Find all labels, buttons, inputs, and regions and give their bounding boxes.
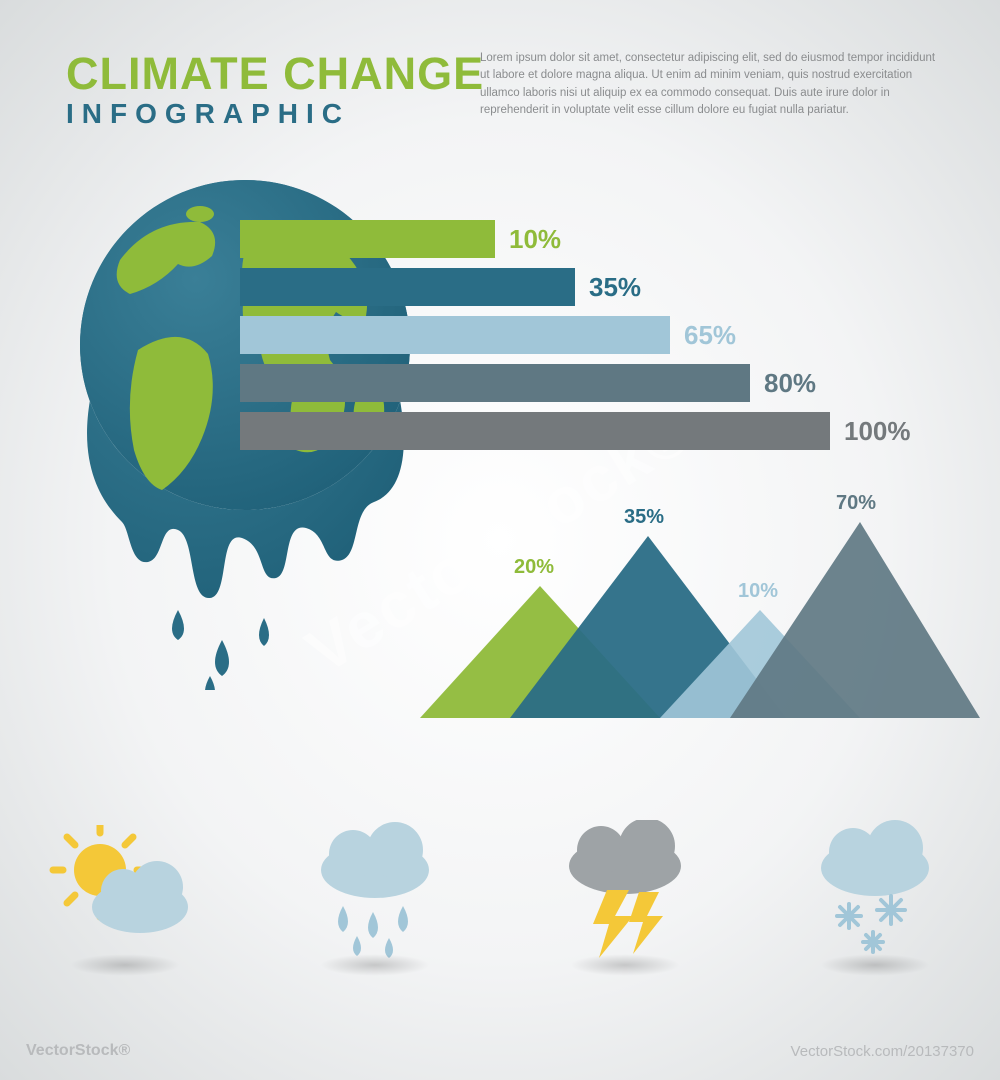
- rain-cloud-icon: [285, 810, 465, 970]
- shadow: [820, 954, 930, 976]
- bar-4: [240, 412, 830, 450]
- bar-label-1: 35%: [589, 272, 641, 303]
- bar-label-2: 65%: [684, 320, 736, 351]
- bar-row-3: 80%: [240, 364, 940, 402]
- triangle-chart: 20% 35% 10% 70%: [420, 518, 940, 738]
- bar-1: [240, 268, 575, 306]
- title-main: CLIMATE CHANGE: [66, 48, 484, 100]
- bar-row-1: 35%: [240, 268, 940, 306]
- shadow: [570, 954, 680, 976]
- bar-3: [240, 364, 750, 402]
- bar-label-3: 80%: [764, 368, 816, 399]
- snow-cloud-icon: [785, 810, 965, 970]
- shadow: [320, 954, 430, 976]
- bar-row-4: 100%: [240, 412, 940, 450]
- description-text: Lorem ipsum dolor sit amet, consectetur …: [480, 50, 940, 119]
- cloud-icon: [821, 820, 929, 896]
- triangle-label-3: 70%: [836, 492, 876, 515]
- bar-label-4: 100%: [844, 416, 911, 447]
- bar-0: [240, 220, 495, 258]
- triangle-label-0: 20%: [514, 556, 554, 579]
- storm-cloud-icon: [535, 810, 715, 970]
- cloud-icon: [321, 822, 429, 898]
- title-sub: INFOGRAPHIC: [66, 98, 484, 130]
- bar-2: [240, 316, 670, 354]
- bar-label-0: 10%: [509, 224, 561, 255]
- watermark-left: VectorStock®: [26, 1042, 130, 1060]
- raindrops-icon: [338, 906, 408, 958]
- weather-icons-row: [0, 800, 1000, 980]
- bar-chart: 10% 35% 65% 80% 100%: [240, 220, 940, 460]
- snowflakes-icon: [837, 896, 905, 952]
- triangle-label-2: 10%: [738, 580, 778, 603]
- sunny-cloud-icon: [35, 810, 215, 970]
- cloud-icon: [569, 820, 681, 894]
- header: CLIMATE CHANGE INFOGRAPHIC: [66, 48, 484, 130]
- shadow: [70, 954, 180, 976]
- globe-drops: [172, 610, 269, 690]
- triangle-label-1: 35%: [624, 506, 664, 529]
- watermark-right: VectorStock.com/20137370: [791, 1043, 974, 1060]
- lightning-icon: [593, 890, 663, 958]
- bar-row-0: 10%: [240, 220, 940, 258]
- bar-row-2: 65%: [240, 316, 940, 354]
